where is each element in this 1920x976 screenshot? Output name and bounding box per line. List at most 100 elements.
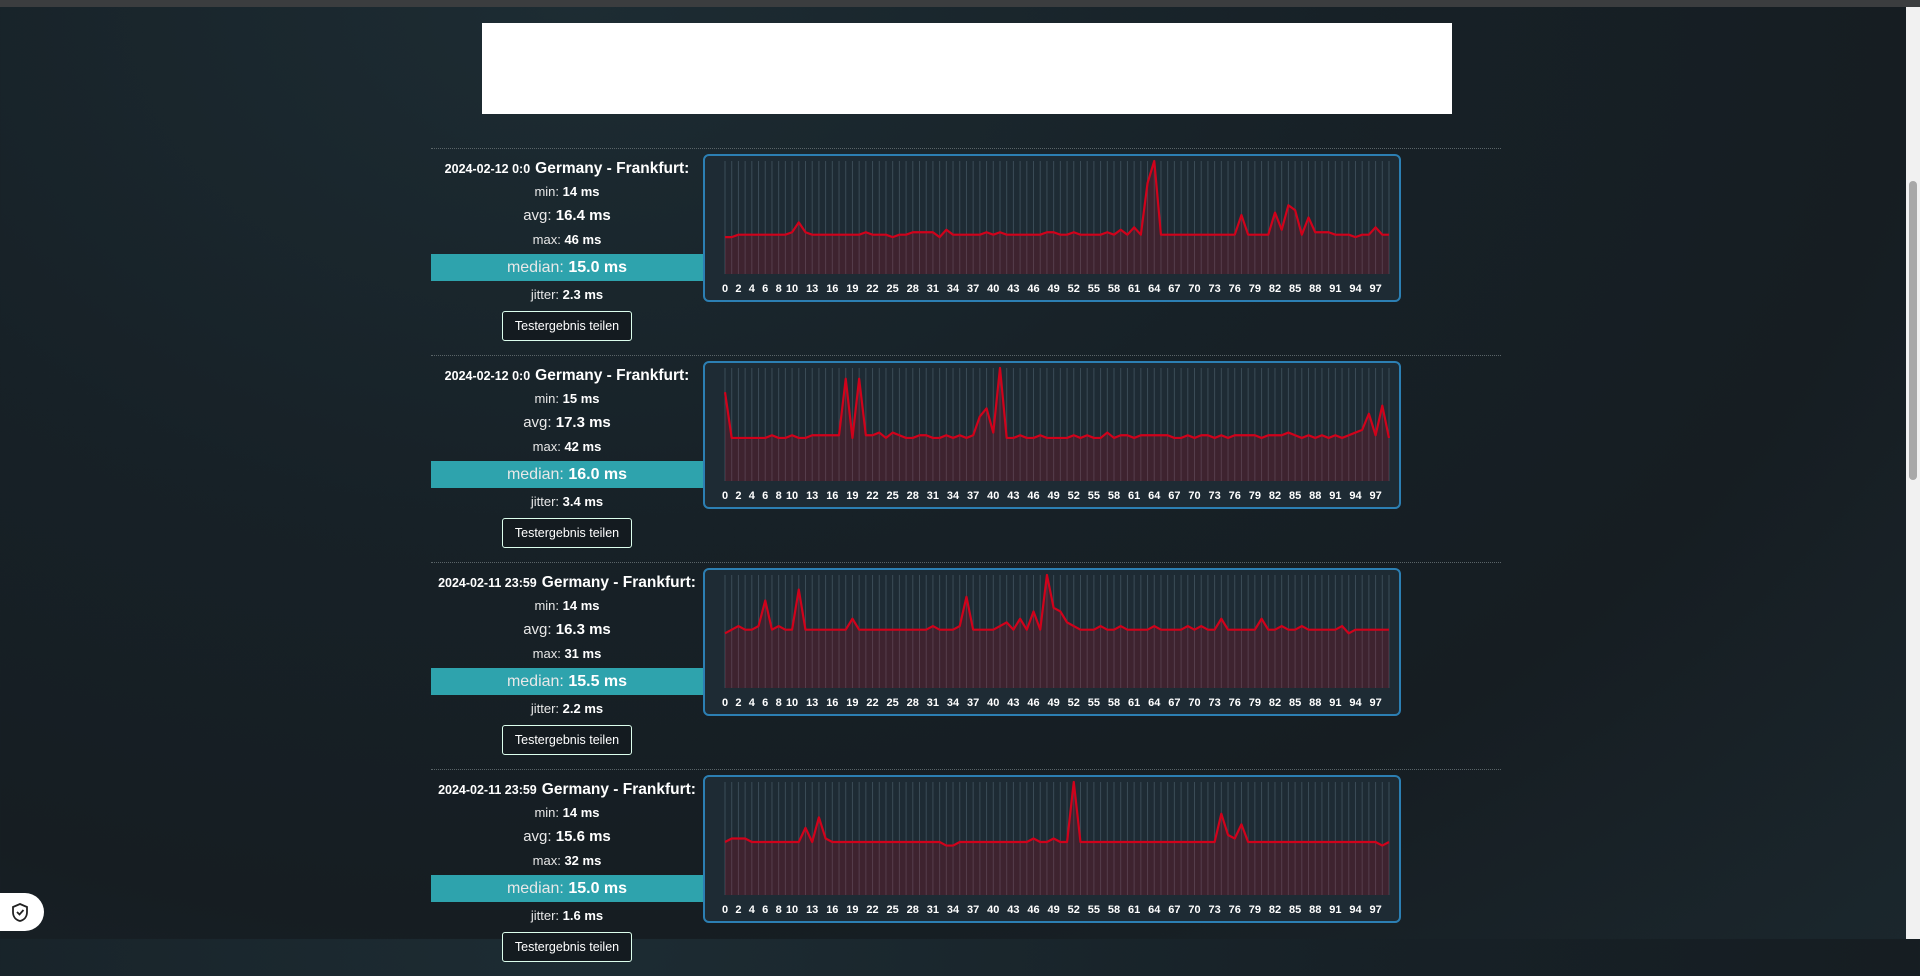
privacy-button[interactable]: [0, 893, 44, 931]
x-tick-label: 55: [1088, 904, 1100, 916]
min-label: min:: [534, 184, 560, 199]
min-label: min:: [534, 391, 560, 406]
x-tick-label: 10: [786, 904, 798, 916]
avg-label: avg:: [523, 828, 552, 845]
result: 2024-02-11 23:59 Germany - Frankfurt: min:…: [431, 769, 1501, 976]
max-row: max: 46 ms: [533, 228, 602, 252]
x-tick-label: 16: [826, 904, 838, 916]
x-tick-label: 25: [887, 697, 899, 709]
x-tick-label: 67: [1168, 697, 1180, 709]
area-fill: [725, 575, 1389, 688]
x-tick-label: 94: [1349, 490, 1362, 502]
median-label: median:: [506, 259, 564, 276]
x-tick-label: 25: [887, 904, 899, 916]
x-tick-label: 6: [762, 697, 768, 709]
x-tick-label: 31: [927, 283, 939, 295]
jitter-label: jitter:: [530, 701, 560, 716]
x-tick-label: 58: [1108, 283, 1120, 295]
median-label: median:: [506, 466, 564, 483]
x-tick-label: 58: [1108, 490, 1120, 502]
test-date: 2024-02-11 23:59: [438, 576, 537, 590]
x-tick-label: 46: [1027, 904, 1039, 916]
x-tick-label: 8: [776, 490, 782, 502]
x-tick-label: 70: [1188, 904, 1200, 916]
jitter-value: 2.2 ms: [562, 701, 604, 716]
x-tick-label: 22: [866, 697, 878, 709]
x-tick-label: 79: [1249, 283, 1261, 295]
min-row: min: 15 ms: [534, 387, 599, 411]
x-tick-label: 91: [1329, 697, 1341, 709]
x-tick-label: 70: [1188, 697, 1200, 709]
median-label: median:: [506, 673, 564, 690]
result-summary: 2024-02-11 23:59 Germany - Frankfurt: min:…: [431, 775, 703, 962]
x-tick-label: 85: [1289, 904, 1301, 916]
x-tick-label: 34: [947, 697, 960, 709]
x-tick-label: 22: [866, 904, 878, 916]
jitter-value: 1.6 ms: [562, 908, 604, 923]
x-tick-label: 88: [1309, 490, 1321, 502]
x-tick-label: 91: [1329, 283, 1341, 295]
jitter-label: jitter:: [530, 908, 560, 923]
chart-box: 0 2 4 6 8 10 13 16 19 22 25 28 31 34 37 40 43 46 49 52 55 58 6…: [703, 361, 1401, 509]
max-label: max:: [532, 232, 561, 247]
max-value: 31 ms: [564, 646, 602, 661]
x-tick-label: 58: [1108, 904, 1120, 916]
x-tick-label: 43: [1007, 904, 1019, 916]
x-tick-label: 46: [1027, 490, 1039, 502]
browser-bar: [0, 0, 1920, 7]
x-tick-label: 4: [749, 697, 756, 709]
result-summary: 2024-02-12 0:0 Germany - Frankfurt: min: 1…: [431, 361, 703, 548]
share-button[interactable]: Testergebnis teilen: [501, 932, 633, 962]
max-row: max: 42 ms: [533, 435, 602, 459]
jitter-row: jitter: 3.4 ms: [531, 490, 603, 514]
max-label: max:: [532, 853, 561, 868]
line-chart: 0 2 4 6 8 10 13 16 19 22 25 28 31 34 37 40 43 46 49 52 55 58 6…: [722, 573, 1390, 709]
ping-line: [725, 159, 1389, 239]
line-chart: 0 2 4 6 8 10 13 16 19 22 25 28 31 34 37 40 43 46 49 52 55 58 6…: [722, 159, 1390, 295]
share-button[interactable]: Testergebnis teilen: [501, 518, 633, 548]
x-tick-label: 61: [1128, 697, 1140, 709]
share-button[interactable]: Testergebnis teilen: [501, 725, 633, 755]
x-tick-label: 19: [846, 490, 858, 502]
avg-value: 16.4 ms: [555, 207, 611, 224]
test-location: Germany - Frankfurt:: [541, 781, 696, 798]
avg-value: 15.6 ms: [555, 828, 611, 845]
avg-label: avg:: [523, 414, 552, 431]
scrollbar-thumb[interactable]: [1909, 181, 1917, 480]
x-tick-label: 13: [806, 697, 818, 709]
max-row: max: 32 ms: [533, 849, 602, 873]
ping-line: [723, 366, 1391, 440]
result-header: 2024-02-12 0:0 Germany - Frankfurt:: [431, 365, 703, 387]
x-tick-label: 73: [1208, 904, 1220, 916]
x-tick-label: 76: [1229, 697, 1241, 709]
x-tick-label: 55: [1088, 697, 1100, 709]
avg-row: avg: 16.3 ms: [523, 618, 611, 642]
median-value: 15.0 ms: [568, 259, 628, 276]
x-tick-label: 43: [1007, 283, 1019, 295]
avg-value: 17.3 ms: [555, 414, 611, 431]
x-tick-label: 2: [735, 283, 741, 295]
avg-row: avg: 15.6 ms: [523, 825, 611, 849]
avg-label: avg:: [523, 207, 552, 224]
x-tick-label: 76: [1229, 490, 1241, 502]
x-tick-label: 40: [987, 283, 999, 295]
x-tick-label: 31: [927, 490, 939, 502]
x-tick-label: 94: [1349, 283, 1362, 295]
x-tick-label: 46: [1027, 283, 1039, 295]
x-tick-label: 49: [1048, 283, 1060, 295]
x-tick-label: 88: [1309, 283, 1321, 295]
max-value: 46 ms: [564, 232, 602, 247]
result-header: 2024-02-12 0:0 Germany - Frankfurt:: [431, 158, 703, 180]
result: 2024-02-12 0:0 Germany - Frankfurt: min: 1…: [431, 148, 1501, 355]
x-tick-label: 58: [1108, 697, 1120, 709]
x-tick-label: 49: [1048, 490, 1060, 502]
share-button[interactable]: Testergebnis teilen: [501, 311, 633, 341]
x-tick-label: 94: [1349, 904, 1362, 916]
x-tick-label: 8: [776, 697, 782, 709]
max-label: max:: [532, 439, 561, 454]
x-tick-label: 79: [1249, 490, 1261, 502]
x-tick-label: 34: [947, 283, 960, 295]
x-tick-label: 64: [1148, 697, 1161, 709]
x-tick-label: 94: [1349, 697, 1362, 709]
